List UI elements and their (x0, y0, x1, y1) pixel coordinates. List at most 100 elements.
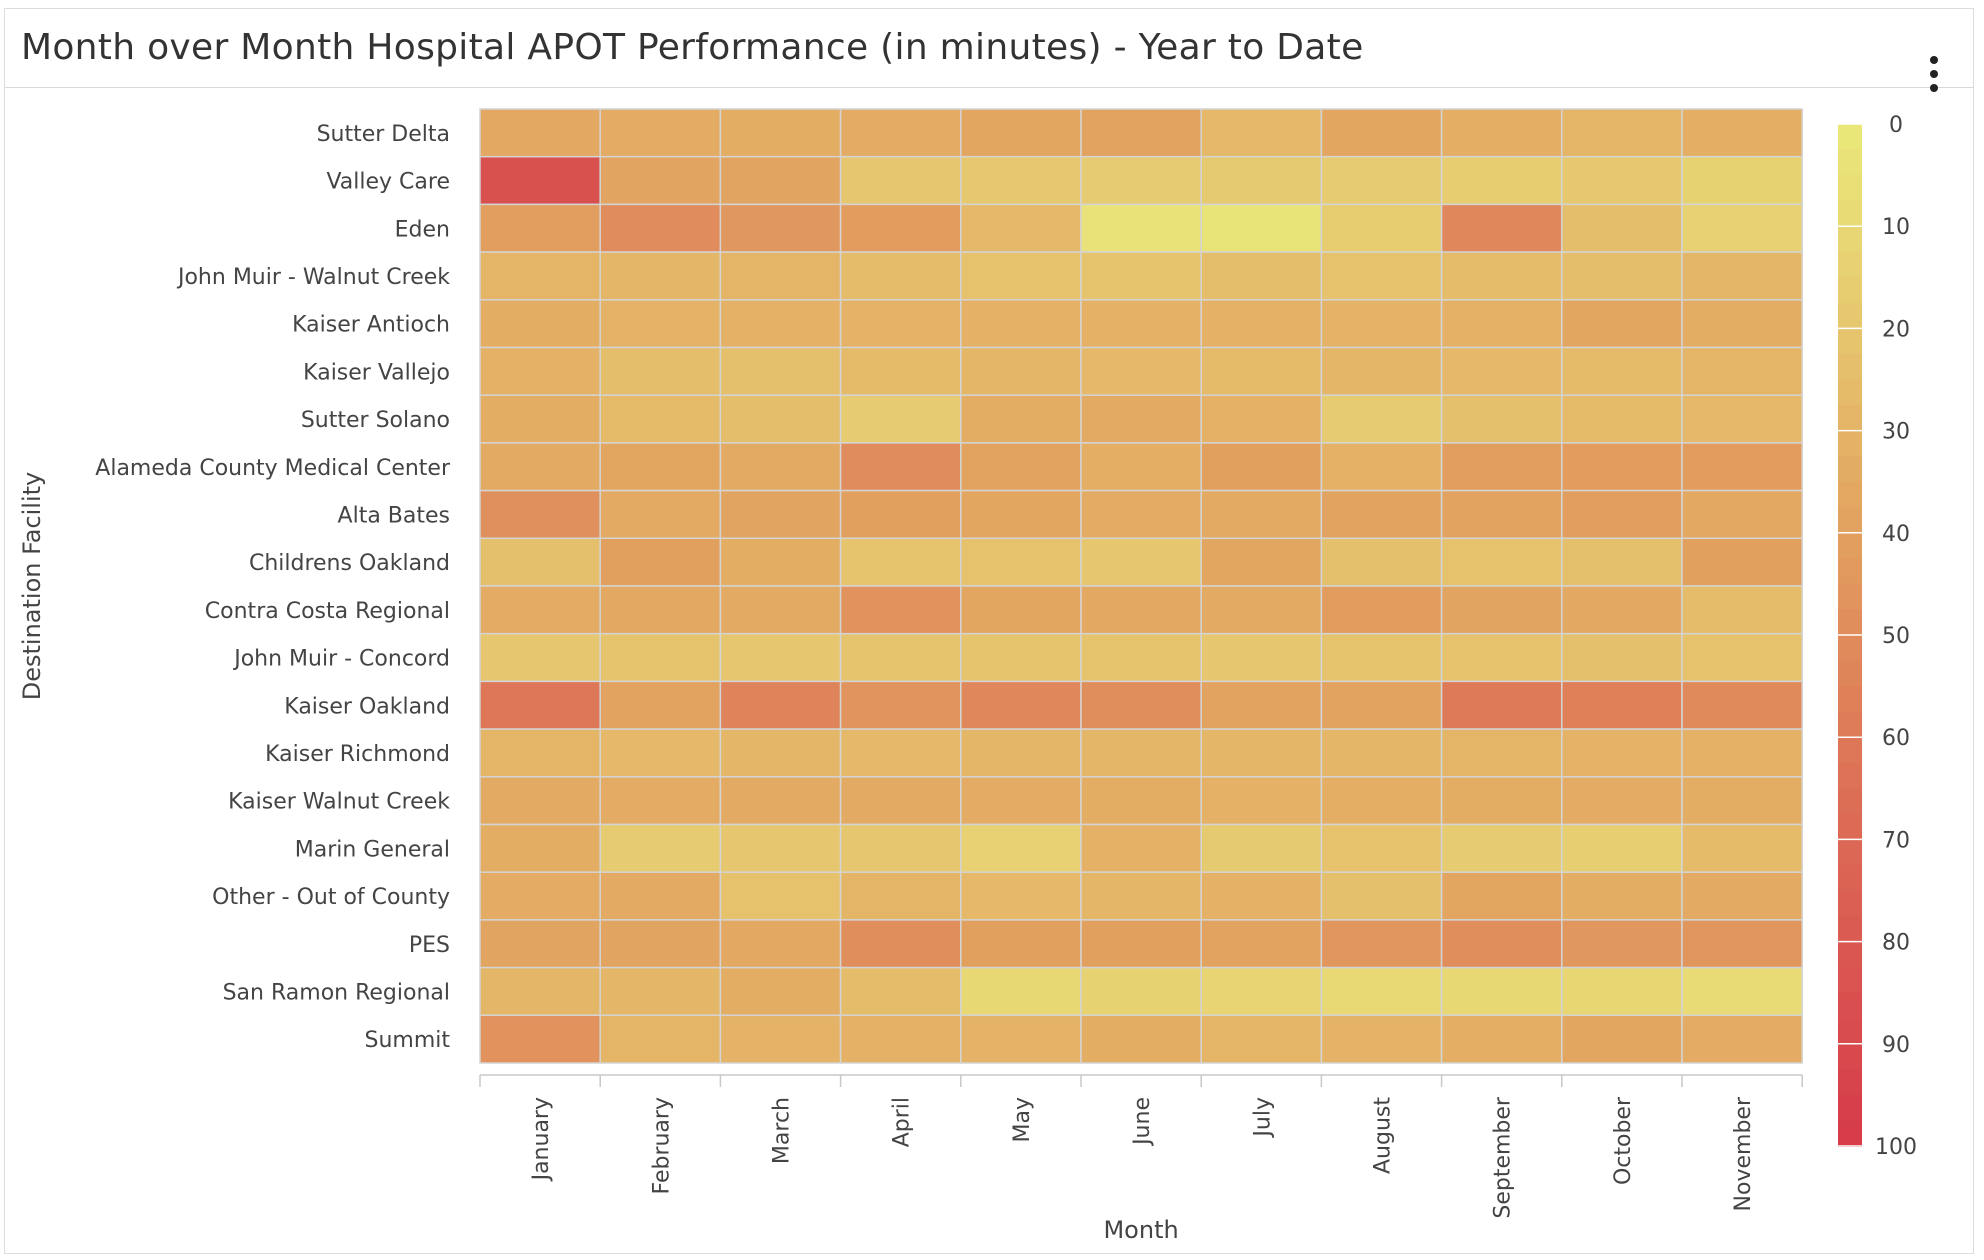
heatmap-cell (1440, 155, 1563, 206)
colorbar-segment (1838, 456, 1862, 483)
heatmap-cell (719, 823, 842, 873)
colorbar-segment (1838, 558, 1862, 585)
heatmap-cell (599, 680, 722, 730)
heatmap-cell (1561, 251, 1683, 301)
heatmap-cell (839, 299, 962, 349)
heatmap-cell (1200, 489, 1323, 540)
colorbar-segment (1838, 1094, 1862, 1122)
heatmap-cell (599, 1014, 722, 1064)
heatmap-cell (1080, 680, 1202, 730)
colorbar-segment (1838, 1018, 1862, 1045)
heatmap-cell (960, 346, 1082, 396)
heatmap-cell (1681, 823, 1803, 873)
heatmap-cell (1320, 1014, 1443, 1064)
heatmap-cell (1561, 155, 1683, 206)
heatmap-cell (1681, 585, 1803, 635)
heatmap-cell (1200, 966, 1323, 1017)
colorbar-segment (1838, 711, 1862, 739)
heatmap-cell (479, 1014, 601, 1064)
heatmap-cell (599, 394, 722, 444)
heatmap-cell (1080, 966, 1202, 1017)
colorbar-tick-label: 70 (1882, 828, 1910, 853)
heatmap-cell (1080, 108, 1202, 158)
heatmap-cell (960, 728, 1082, 778)
heatmap-cell (1320, 966, 1443, 1017)
heatmap-cell (599, 108, 722, 158)
more-vertical-icon[interactable] (1922, 52, 1946, 96)
heatmap-cell (1440, 489, 1563, 540)
heatmap-cell (1561, 442, 1683, 492)
heatmap-cell (719, 108, 842, 158)
colorbar-segment (1838, 430, 1862, 458)
y-tick-label: Childrens Oakland (249, 551, 450, 576)
heatmap-cell (1440, 919, 1563, 969)
colorbar-segment (1838, 353, 1862, 381)
heatmap-cell (479, 537, 601, 587)
y-tick-label: Kaiser Vallejo (303, 360, 450, 385)
heatmap-cell (1320, 728, 1443, 778)
colorbar-segment (1838, 813, 1862, 841)
heatmap-cell (479, 346, 601, 396)
x-tick-label: April (890, 1097, 915, 1147)
heatmap-cell (1561, 966, 1683, 1017)
colorbar-segment (1838, 1069, 1862, 1096)
heatmap-cell (1561, 346, 1683, 396)
heatmap-cell (479, 919, 601, 969)
heatmap-cell (1561, 776, 1683, 826)
x-axis-title: Month (1103, 1216, 1178, 1244)
heatmap-cell (960, 776, 1082, 826)
colorbar-tick-label: 90 (1882, 1033, 1910, 1058)
y-tick-label: Alta Bates (338, 503, 450, 528)
colorbar-segment (1838, 941, 1862, 969)
y-tick-label: Kaiser Richmond (265, 742, 450, 767)
heatmap-cell (1080, 632, 1202, 683)
y-tick-label: Kaiser Oakland (284, 694, 450, 719)
heatmap-cell (1681, 537, 1803, 587)
heatmap-cell (1320, 537, 1443, 587)
colorbar-segment (1838, 379, 1862, 407)
colorbar-segment (1838, 251, 1862, 279)
heatmap-cell (479, 585, 601, 635)
heatmap-cell (719, 966, 842, 1017)
heatmap-cell (1080, 299, 1202, 349)
colorbar-segment (1838, 532, 1862, 560)
heatmap-cell (1561, 680, 1683, 730)
heatmap-cell (1561, 585, 1683, 635)
colorbar-segment (1838, 124, 1862, 151)
heatmap-cell (1440, 442, 1563, 492)
heatmap-cell (1200, 776, 1323, 826)
heatmap-cell (599, 966, 722, 1017)
heatmap-cell (1200, 823, 1323, 873)
y-tick-label: Kaiser Antioch (292, 313, 450, 338)
heatmap-cell (1681, 489, 1803, 540)
heatmap-cell (719, 537, 842, 587)
heatmap-cell (599, 585, 722, 635)
heatmap-cell (1080, 871, 1202, 921)
heatmap-cell (839, 823, 962, 873)
colorbar-segment (1838, 660, 1862, 688)
heatmap-cell (1561, 1014, 1683, 1064)
colorbar-tick-label: 10 (1882, 215, 1910, 240)
colorbar-segment (1838, 175, 1862, 202)
heatmap-cell (960, 871, 1082, 921)
heatmap-cell (1080, 251, 1202, 301)
heatmap-cell (479, 632, 601, 683)
heatmap-cell (599, 251, 722, 301)
heatmap-cell (1080, 442, 1202, 492)
y-tick-label: Sutter Delta (317, 122, 450, 147)
colorbar-segment (1838, 737, 1862, 764)
heatmap-cell (479, 680, 601, 730)
heatmap-cell (1681, 346, 1803, 396)
colorbar-segment (1838, 762, 1862, 790)
heatmap-cell (1681, 394, 1803, 444)
x-tick-label: March (770, 1097, 795, 1164)
heatmap-cell (1320, 585, 1443, 635)
heatmap-cell (1440, 203, 1563, 253)
colorbar-segment (1838, 277, 1862, 304)
heatmap-cell (960, 203, 1082, 253)
heatmap-cell (1561, 823, 1683, 873)
heatmap-cell (719, 251, 842, 301)
y-tick-label: Kaiser Walnut Creek (228, 790, 450, 815)
heatmap-cell (719, 728, 842, 778)
heatmap-cell (1320, 251, 1443, 301)
